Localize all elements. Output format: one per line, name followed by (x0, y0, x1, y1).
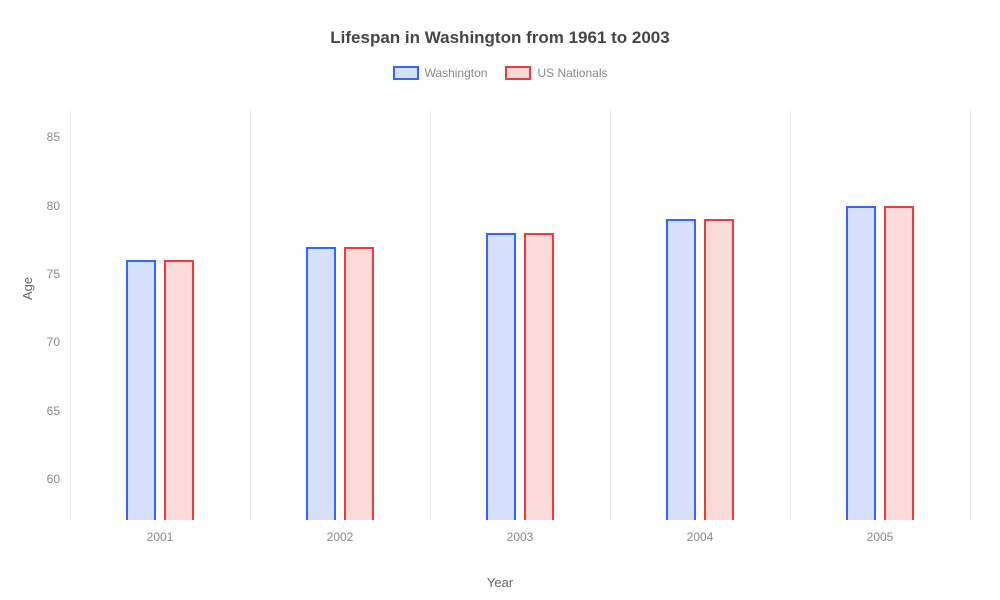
legend-swatch-washington (393, 66, 419, 80)
bar-us-nationals (164, 260, 194, 520)
bar-us-nationals (344, 247, 374, 520)
gridline-v (610, 110, 611, 520)
y-tick-label: 65 (47, 404, 60, 418)
bar-us-nationals (524, 233, 554, 520)
y-tick-label: 70 (47, 335, 60, 349)
bar-washington (306, 247, 336, 520)
gridline-v (250, 110, 251, 520)
plot-area: 60657075808520012002200320042005 (70, 110, 970, 520)
gridline-v (790, 110, 791, 520)
x-tick-label: 2001 (147, 530, 174, 544)
y-axis-label: Age (20, 277, 35, 300)
y-tick-label: 60 (47, 472, 60, 486)
legend-item-washington: Washington (393, 66, 488, 80)
chart-title: Lifespan in Washington from 1961 to 2003 (0, 0, 1000, 48)
x-tick-label: 2005 (867, 530, 894, 544)
y-tick-label: 75 (47, 267, 60, 281)
gridline-v (430, 110, 431, 520)
bar-washington (846, 206, 876, 520)
y-tick-label: 80 (47, 199, 60, 213)
x-axis-label: Year (0, 575, 1000, 590)
bar-washington (486, 233, 516, 520)
x-tick-label: 2003 (507, 530, 534, 544)
bar-us-nationals (884, 206, 914, 520)
legend-label-usnationals: US Nationals (537, 66, 607, 80)
bar-us-nationals (704, 219, 734, 520)
gridline-v (970, 110, 971, 520)
legend-swatch-usnationals (505, 66, 531, 80)
x-tick-label: 2004 (687, 530, 714, 544)
y-tick-label: 85 (47, 130, 60, 144)
gridline-v (70, 110, 71, 520)
legend-label-washington: Washington (425, 66, 488, 80)
legend: Washington US Nationals (0, 66, 1000, 80)
bar-washington (666, 219, 696, 520)
x-tick-label: 2002 (327, 530, 354, 544)
bar-washington (126, 260, 156, 520)
legend-item-usnationals: US Nationals (505, 66, 607, 80)
